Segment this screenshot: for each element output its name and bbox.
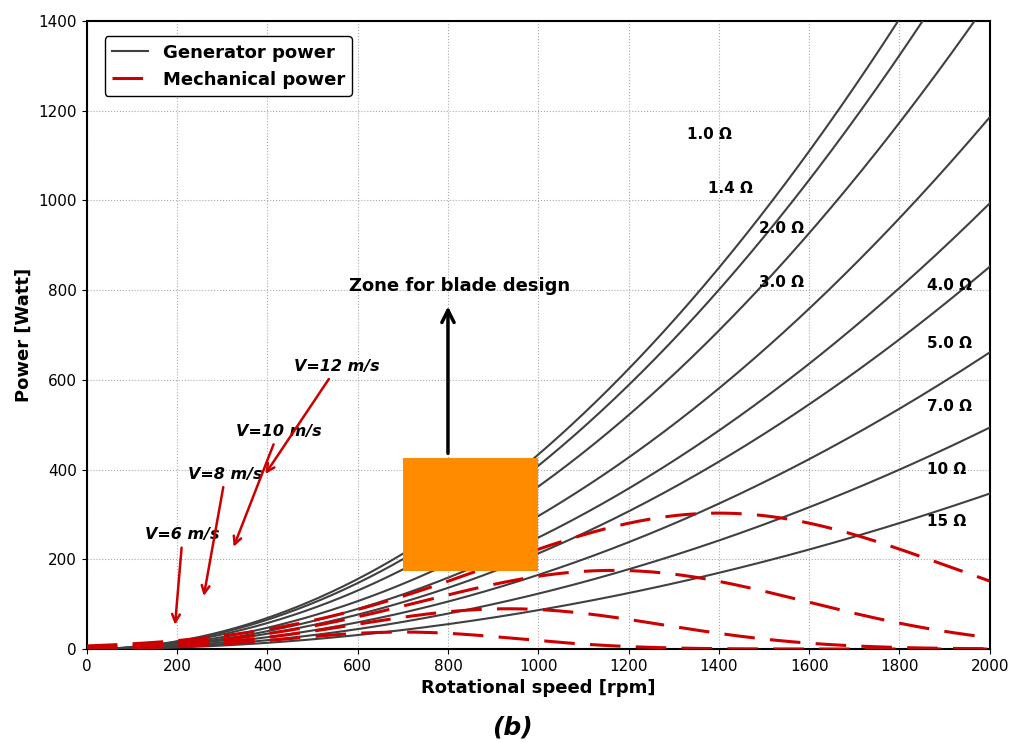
Bar <box>402 459 539 571</box>
Y-axis label: Power [Watt]: Power [Watt] <box>15 268 33 402</box>
Text: 10 Ω: 10 Ω <box>927 462 966 477</box>
Text: 2.0 Ω: 2.0 Ω <box>760 221 805 237</box>
Text: V=6 m/s: V=6 m/s <box>145 527 220 622</box>
Text: 1.4 Ω: 1.4 Ω <box>708 181 753 196</box>
Text: 4.0 Ω: 4.0 Ω <box>927 278 972 293</box>
Text: 1.0 Ω: 1.0 Ω <box>687 127 732 142</box>
Text: V=12 m/s: V=12 m/s <box>267 359 380 472</box>
Text: 5.0 Ω: 5.0 Ω <box>927 336 972 352</box>
Text: (b): (b) <box>492 715 532 740</box>
Text: V=10 m/s: V=10 m/s <box>233 424 322 545</box>
Text: 3.0 Ω: 3.0 Ω <box>760 275 805 290</box>
X-axis label: Rotational speed [rpm]: Rotational speed [rpm] <box>421 680 655 697</box>
Text: Zone for blade design: Zone for blade design <box>348 277 569 295</box>
Legend: Generator power, Mechanical power: Generator power, Mechanical power <box>104 36 352 96</box>
Text: 15 Ω: 15 Ω <box>927 513 966 529</box>
Text: 7.0 Ω: 7.0 Ω <box>927 399 972 414</box>
Text: V=8 m/s: V=8 m/s <box>188 467 263 594</box>
